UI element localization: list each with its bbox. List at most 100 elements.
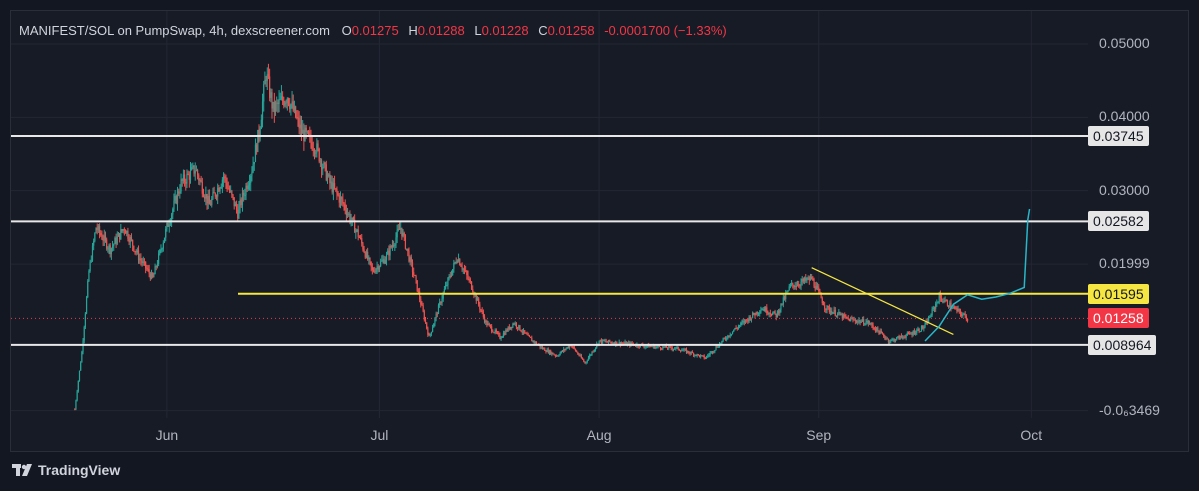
candle-body: [833, 309, 835, 313]
candle-body: [563, 349, 565, 352]
candle-body: [239, 199, 241, 207]
candle-body: [192, 165, 194, 168]
candle-body: [287, 98, 290, 105]
candle-body: [462, 268, 464, 270]
candle-body: [554, 354, 557, 356]
candle-body: [257, 129, 259, 152]
candle-body: [476, 298, 479, 301]
candle-body: [799, 285, 801, 287]
candle-body: [631, 342, 633, 345]
candle-body: [819, 290, 821, 294]
candle-body: [763, 309, 766, 312]
candle-body: [147, 269, 149, 271]
candle-body: [919, 331, 921, 333]
x-tick-label: Jun: [155, 427, 179, 443]
candle-body: [866, 320, 868, 323]
candle-body: [156, 263, 159, 267]
candle-body: [850, 318, 852, 322]
candle-body: [694, 354, 696, 356]
candle-body: [444, 285, 447, 290]
candle-body: [741, 322, 743, 324]
candle-body: [744, 319, 747, 323]
candle-body: [834, 309, 836, 316]
candle-body: [455, 261, 457, 263]
candle-body: [955, 307, 957, 309]
candle-body: [137, 250, 140, 261]
candle-body: [736, 328, 738, 330]
candle-body: [376, 266, 378, 269]
candle-body: [499, 334, 501, 339]
candle-body: [429, 333, 431, 336]
candle-body: [790, 283, 793, 285]
candle-body: [870, 323, 872, 325]
y-tick-label: 0.05000: [1099, 35, 1150, 51]
candle-body: [209, 204, 212, 206]
candle-body: [909, 332, 911, 334]
candle-body: [568, 345, 571, 348]
candle-body: [154, 266, 156, 275]
candle-body: [801, 278, 803, 282]
candle-body: [948, 305, 950, 308]
candle-body: [324, 162, 326, 165]
candle-body: [384, 260, 386, 264]
candle-body: [904, 337, 906, 339]
candle-body: [161, 248, 163, 250]
candle-body: [98, 226, 101, 233]
brand-name: TradingView: [38, 462, 121, 478]
candle-body: [692, 353, 695, 356]
candle-body: [378, 266, 381, 270]
candle-body: [676, 346, 678, 348]
candle-body: [470, 281, 473, 290]
low-label: L: [474, 23, 482, 38]
candle-body: [332, 183, 334, 193]
candle-body: [787, 290, 789, 292]
candle-body: [937, 302, 939, 304]
low-value: 0.01228: [481, 23, 529, 38]
candle-body: [188, 174, 190, 180]
candle-body: [330, 181, 332, 184]
candle-body: [607, 339, 610, 343]
candle-body: [654, 345, 656, 349]
candle-body: [160, 249, 162, 251]
candle-body: [415, 275, 417, 281]
projection-path: [924, 208, 1031, 342]
candle-body: [551, 352, 553, 355]
candle-body: [592, 351, 594, 353]
candle-body: [532, 340, 534, 342]
candle-body: [411, 262, 414, 273]
candle-body: [408, 251, 410, 262]
candle-body: [389, 246, 391, 256]
candle-body: [293, 106, 296, 111]
candle-body: [929, 317, 931, 319]
candle-body: [311, 142, 313, 150]
candle-body: [146, 268, 148, 270]
candle-body: [198, 175, 200, 181]
candle-body: [205, 193, 207, 199]
candle-body: [606, 341, 608, 343]
candle-body: [406, 248, 408, 250]
candle-body: [852, 318, 854, 320]
candle-body: [598, 340, 600, 345]
candle-body: [269, 76, 271, 98]
candle-body: [267, 74, 270, 77]
candle-body: [245, 185, 247, 196]
candle-body: [874, 328, 877, 331]
candle-body: [702, 355, 704, 357]
candle-body: [186, 173, 188, 184]
candle-body: [841, 314, 843, 319]
candle-body: [812, 279, 814, 281]
tradingview-footer[interactable]: TradingView: [12, 462, 120, 478]
candle-body: [298, 117, 300, 129]
candle-body: [219, 188, 221, 192]
candle-body: [263, 84, 265, 102]
candle-body: [133, 245, 135, 251]
candle-body: [742, 321, 744, 323]
candle-body: [483, 316, 486, 323]
candle-body: [175, 196, 177, 204]
candle-body: [495, 330, 497, 333]
candle-body: [956, 307, 958, 312]
candle-body: [920, 325, 923, 332]
y-tick-label: 0.01999: [1099, 255, 1150, 272]
candle-body: [816, 286, 819, 288]
